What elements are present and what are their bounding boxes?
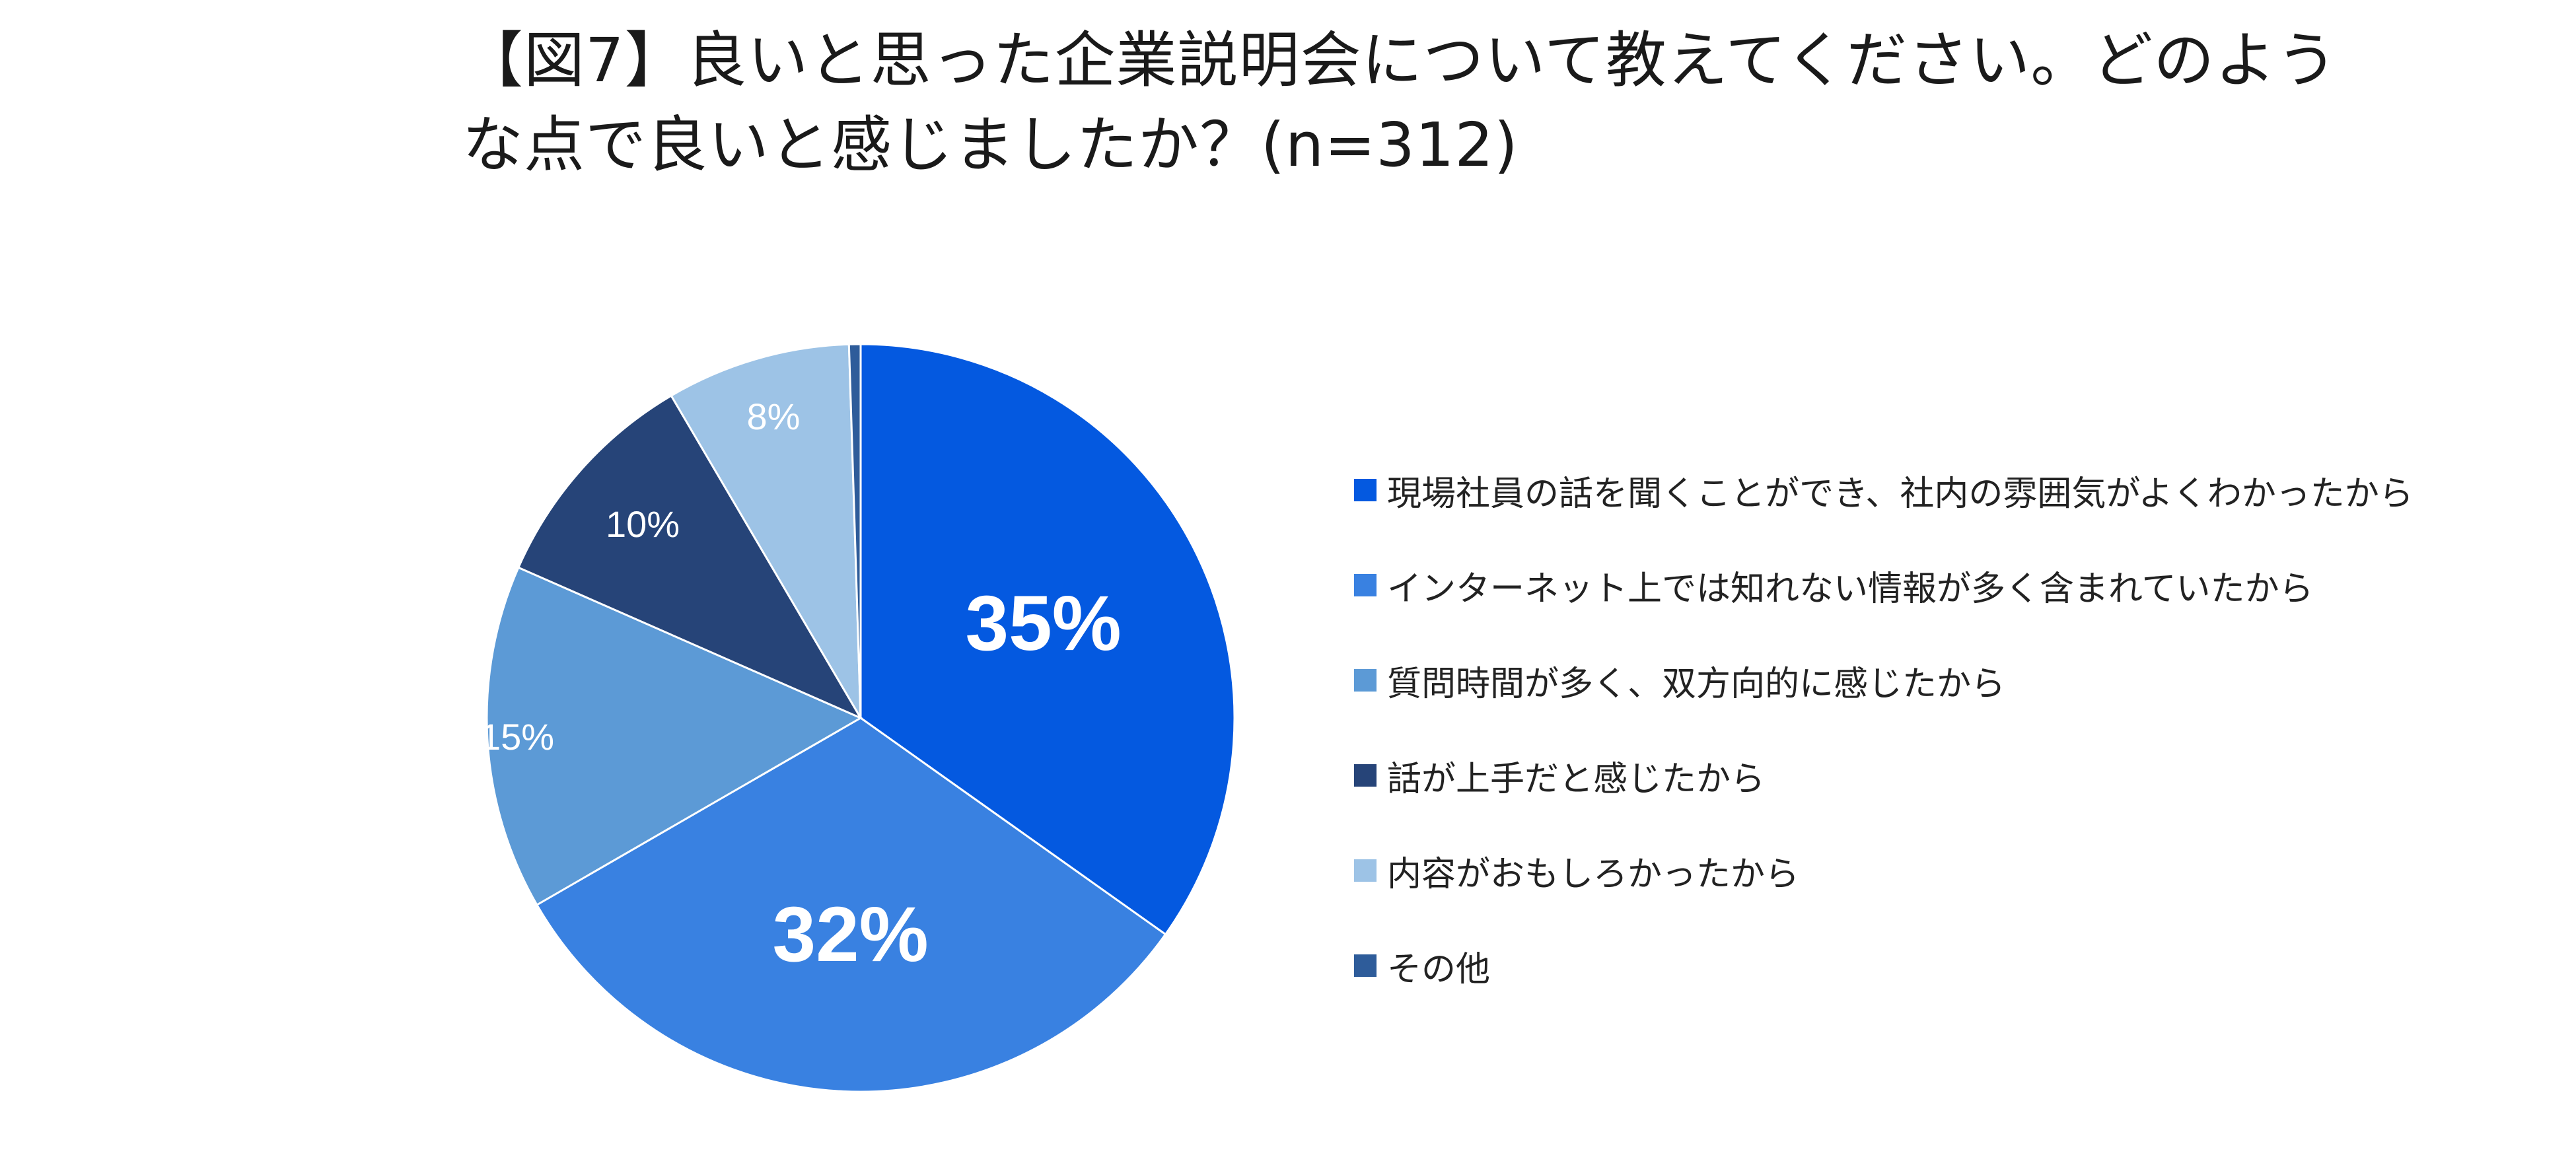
pie-slice-other xyxy=(847,343,862,719)
data-label-on-site-employees: 35% xyxy=(965,580,1121,667)
pie-slice-on-site-employees xyxy=(859,343,1236,936)
legend-swatch xyxy=(1354,669,1377,692)
data-label-good-speaker: 10% xyxy=(606,503,680,545)
pie-slice-good-speaker xyxy=(517,394,863,721)
legend-label: 話が上手だと感じたから xyxy=(1387,759,1766,799)
legend-item-on-site-employees: 現場社員の話を聞くことができ、社内の雰囲気がよくわかったから xyxy=(1354,443,2414,538)
pie-slice-qa-time xyxy=(485,566,863,907)
legend-label: インターネット上では知れない情報が多く含まれていたから xyxy=(1387,569,2314,609)
legend-item-qa-time: 質問時間が多く、双方向的に感じたから xyxy=(1354,633,2414,728)
legend-label: 内容がおもしろかったから xyxy=(1387,854,1800,894)
legend: 現場社員の話を聞くことができ、社内の雰囲気がよくわかったから インターネット上では… xyxy=(1354,443,2414,1013)
legend-item-good-speaker: 話が上手だと感じたから xyxy=(1354,728,2414,823)
legend-swatch xyxy=(1354,954,1377,977)
legend-item-exclusive-info: インターネット上では知れない情報が多く含まれていたから xyxy=(1354,538,2414,633)
pie-slice-interesting-content xyxy=(670,343,862,719)
legend-swatch xyxy=(1354,574,1377,596)
legend-item-other: その他 xyxy=(1354,918,2414,1013)
pie-slice-exclusive-info xyxy=(535,717,1167,1093)
data-label-interesting-content: 8% xyxy=(747,396,801,437)
legend-swatch xyxy=(1354,859,1377,882)
legend-label: その他 xyxy=(1387,949,1491,989)
legend-swatch xyxy=(1354,764,1377,787)
legend-item-interesting-content: 内容がおもしろかったから xyxy=(1354,823,2414,918)
data-label-exclusive-info: 32% xyxy=(773,891,929,978)
legend-label: 質問時間が多く、双方向的に感じたから xyxy=(1387,664,2006,704)
legend-swatch xyxy=(1354,479,1377,501)
chart-title: 【図7】良いと思った企業説明会について教えてください。どのような点で良いと感じま… xyxy=(462,25,2338,180)
legend-label: 現場社員の話を聞くことができ、社内の雰囲気がよくわかったから xyxy=(1387,474,2414,514)
data-label-qa-time: 15% xyxy=(480,716,554,758)
